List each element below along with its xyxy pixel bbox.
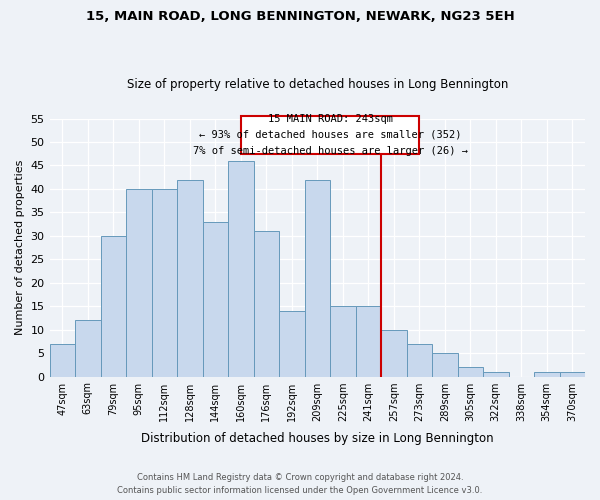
Bar	[152, 189, 177, 376]
FancyBboxPatch shape	[241, 116, 419, 154]
Bar	[356, 306, 381, 376]
Bar	[126, 189, 152, 376]
Bar	[75, 320, 101, 376]
Y-axis label: Number of detached properties: Number of detached properties	[15, 160, 25, 335]
Bar	[483, 372, 509, 376]
Bar	[432, 353, 458, 376]
Bar	[305, 180, 330, 376]
X-axis label: Distribution of detached houses by size in Long Bennington: Distribution of detached houses by size …	[141, 432, 494, 445]
Bar	[254, 231, 279, 376]
Bar	[534, 372, 560, 376]
Bar	[203, 222, 228, 376]
Bar	[458, 367, 483, 376]
Title: Size of property relative to detached houses in Long Bennington: Size of property relative to detached ho…	[127, 78, 508, 91]
Text: 15, MAIN ROAD, LONG BENNINGTON, NEWARK, NG23 5EH: 15, MAIN ROAD, LONG BENNINGTON, NEWARK, …	[86, 10, 514, 23]
Text: 15 MAIN ROAD: 243sqm
← 93% of detached houses are smaller (352)
7% of semi-detac: 15 MAIN ROAD: 243sqm ← 93% of detached h…	[193, 114, 467, 156]
Bar	[407, 344, 432, 376]
Bar	[560, 372, 585, 376]
Bar	[101, 236, 126, 376]
Bar	[177, 180, 203, 376]
Bar	[50, 344, 75, 376]
Bar	[330, 306, 356, 376]
Text: Contains HM Land Registry data © Crown copyright and database right 2024.
Contai: Contains HM Land Registry data © Crown c…	[118, 473, 482, 495]
Bar	[228, 161, 254, 376]
Bar	[279, 311, 305, 376]
Bar	[381, 330, 407, 376]
